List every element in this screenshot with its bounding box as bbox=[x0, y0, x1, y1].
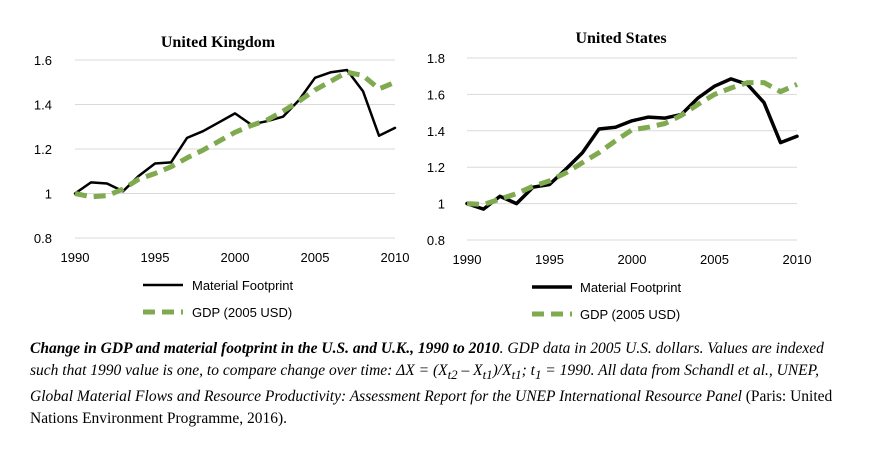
y-tick-label: 0.8 bbox=[427, 233, 445, 248]
y-tick-label: 1.8 bbox=[427, 51, 445, 66]
x-tick-label: 2010 bbox=[783, 252, 812, 267]
caption-text: ; t bbox=[521, 362, 535, 379]
y-tick-label: 0.8 bbox=[34, 231, 52, 246]
figure-caption: Change in GDP and material footprint in … bbox=[30, 338, 856, 430]
x-tick-label: 2010 bbox=[381, 250, 410, 265]
x-tick-label: 1995 bbox=[141, 250, 170, 265]
caption-subscript: t2 bbox=[447, 367, 458, 383]
legend-material-label: Material Footprint bbox=[580, 280, 682, 295]
gdp-series-line bbox=[74, 69, 396, 200]
caption-text: )/X bbox=[492, 362, 512, 379]
legend-material-label: Material Footprint bbox=[192, 278, 294, 293]
y-tick-label: 1.2 bbox=[34, 142, 52, 157]
chart-title: United Kingdom bbox=[161, 34, 276, 51]
chart-title: United States bbox=[575, 30, 666, 47]
y-tick-label: 1.6 bbox=[34, 53, 52, 68]
caption-lead: Change in GDP and material footprint in … bbox=[30, 340, 500, 357]
x-tick-label: 2005 bbox=[301, 250, 330, 265]
caption-text: (Paris: United Nations Environment Progr… bbox=[30, 388, 833, 428]
y-tick-label: 1 bbox=[438, 197, 445, 212]
caption-text: . GDP data in 2005 U.S. dollars. Values … bbox=[30, 340, 824, 379]
legend-gdp-label: GDP (2005 USD) bbox=[580, 307, 680, 322]
x-tick-label: 1995 bbox=[535, 252, 564, 267]
y-tick-label: 1.4 bbox=[427, 124, 445, 139]
x-tick-label: 2000 bbox=[221, 250, 250, 265]
x-tick-label: 2000 bbox=[618, 252, 647, 267]
x-tick-label: 2005 bbox=[700, 252, 729, 267]
y-tick-label: 1.6 bbox=[427, 87, 445, 102]
material-footprint-series-line bbox=[73, 68, 397, 195]
gdp-series-line bbox=[466, 80, 799, 207]
y-tick-label: 1.2 bbox=[427, 160, 445, 175]
caption-subscript: t1 bbox=[511, 367, 522, 383]
y-tick-label: 1.4 bbox=[34, 98, 52, 113]
x-tick-label: 1990 bbox=[453, 252, 482, 267]
y-tick-label: 1 bbox=[45, 187, 52, 202]
material-footprint-series-line bbox=[465, 77, 799, 211]
legend-gdp-label: GDP (2005 USD) bbox=[192, 305, 292, 320]
caption-subscript: 1 bbox=[534, 367, 542, 383]
x-tick-label: 1990 bbox=[61, 250, 90, 265]
caption-subscript: t1 bbox=[482, 367, 493, 383]
caption-text: = 1990. All data from Schandl et al., UN… bbox=[30, 362, 819, 406]
caption-text: – X bbox=[457, 362, 483, 379]
